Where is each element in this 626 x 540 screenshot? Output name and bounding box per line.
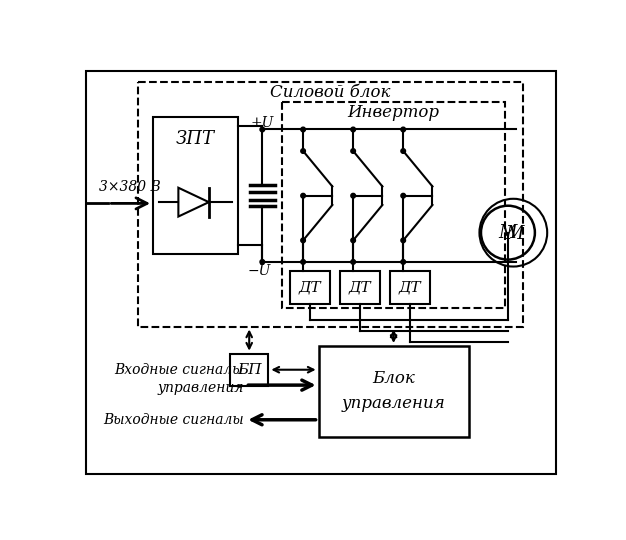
Circle shape [301, 260, 305, 264]
Bar [282, 102, 505, 308]
Bar [290, 271, 330, 303]
Circle shape [351, 238, 356, 242]
Text: Блок
управления: Блок управления [342, 370, 446, 412]
Circle shape [401, 127, 406, 132]
Text: ЗПТ: ЗПТ [176, 130, 215, 148]
Bar [340, 271, 380, 303]
Circle shape [351, 127, 356, 132]
Circle shape [351, 193, 356, 198]
Circle shape [301, 148, 305, 153]
Text: M: M [499, 224, 517, 242]
Bar [390, 271, 430, 303]
Text: +U: +U [250, 116, 274, 130]
Bar [230, 354, 269, 386]
Text: ДТ: ДТ [299, 280, 321, 294]
Text: M: M [506, 225, 524, 243]
Text: ДТ: ДТ [399, 280, 421, 294]
Circle shape [401, 238, 406, 242]
Circle shape [401, 193, 406, 198]
Text: ДТ: ДТ [349, 280, 371, 294]
Text: Инвертор: Инвертор [347, 104, 439, 121]
Text: Выходные сигналы: Выходные сигналы [103, 413, 244, 427]
Circle shape [260, 127, 265, 132]
Circle shape [260, 260, 265, 264]
Circle shape [301, 127, 305, 132]
Bar [319, 346, 469, 437]
Bar [153, 117, 238, 254]
Circle shape [301, 238, 305, 242]
Text: Входные сигналы
управления: Входные сигналы управления [115, 363, 244, 395]
Text: Силовой блок: Силовой блок [270, 84, 390, 101]
Bar [138, 82, 523, 327]
Circle shape [401, 260, 406, 264]
Circle shape [401, 148, 406, 153]
Text: БП: БП [237, 363, 262, 377]
Circle shape [301, 193, 305, 198]
Text: 3×380 В: 3×380 В [99, 180, 161, 194]
Circle shape [351, 260, 356, 264]
Text: −U: −U [247, 264, 271, 278]
Circle shape [351, 148, 356, 153]
